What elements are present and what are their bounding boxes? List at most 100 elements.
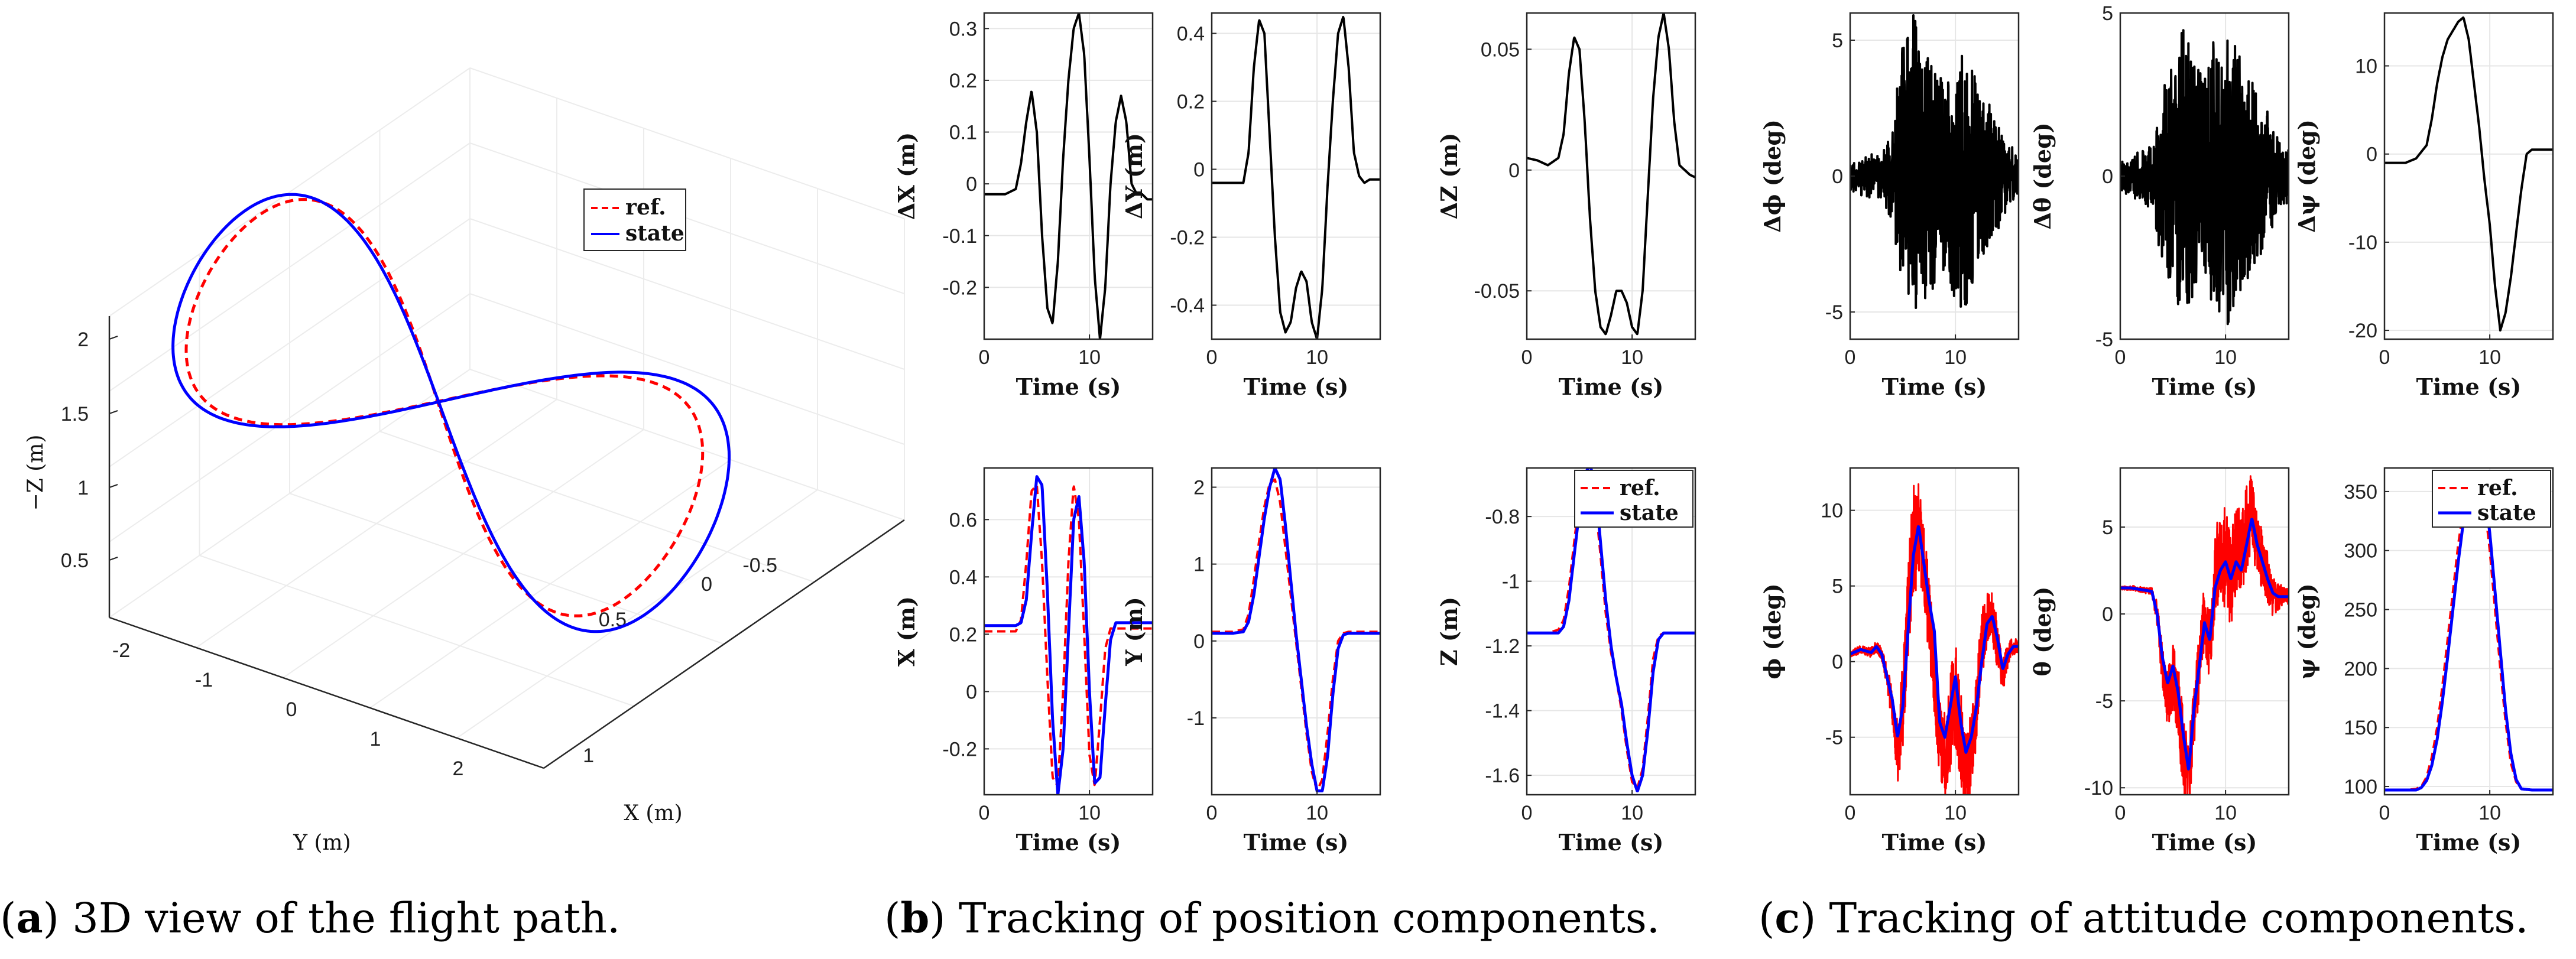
- y-axis-label: Δψ (deg): [2293, 119, 2320, 233]
- floor-grid-line: [199, 555, 634, 707]
- series-group: [1212, 15, 1380, 339]
- axes-box: [2383, 12, 2554, 340]
- tick-label-y: -1: [1502, 571, 1520, 593]
- series-group: [1527, 468, 1695, 792]
- y-axis-label: Y (m): [293, 831, 351, 855]
- tick-label-x: 0: [701, 573, 712, 596]
- tick-label-y: -0.8: [1485, 506, 1520, 528]
- tick-label-y: -20: [2348, 320, 2377, 342]
- series-line-error: [2120, 29, 2289, 326]
- tick-label-x: 10: [1621, 802, 1643, 824]
- caption-b: (b) Tracking of position components.: [884, 893, 1660, 942]
- axes-dPsi: 0 10 -20 -10 0 10 Time (s) Δψ (deg): [2293, 12, 2554, 400]
- tick-label-y: 0: [286, 698, 297, 721]
- x-axis-label: Time (s): [1244, 829, 1349, 856]
- caption-b-label: b: [900, 893, 930, 942]
- tick-label-y: 0: [2102, 165, 2113, 188]
- tick-label-y: 0.1: [949, 122, 977, 144]
- tick-label-y: -0.05: [1474, 280, 1520, 303]
- axes-box: [983, 467, 1154, 796]
- wall-grid-line: [109, 142, 471, 392]
- wall-grid-line: [109, 218, 471, 467]
- tick-label-x: 1: [583, 745, 594, 767]
- axes-box: [1849, 467, 2020, 796]
- tick-label-y: -5: [2095, 329, 2113, 351]
- caption-c: (c) Tracking of attitude components.: [1759, 893, 2529, 942]
- series-group: [1212, 468, 1380, 792]
- x-axis-label: Time (s): [2152, 373, 2257, 400]
- tick-label-y: 0.3: [949, 18, 977, 40]
- tick-label-x: 10: [1621, 346, 1643, 369]
- axes-dX: 0 10 -0.2 -0.1 0 0.1 0.2 0.3 Time (s) ΔX (m): [893, 12, 1154, 400]
- x-axis-label: Time (s): [2416, 829, 2522, 856]
- x-axis-label: Time (s): [1882, 829, 1987, 856]
- tick-label-x: -0.5: [742, 554, 777, 577]
- tick-label-y: -0.2: [942, 277, 977, 299]
- tick-label-x: 10: [2214, 346, 2237, 369]
- tick-label-y: -2: [112, 639, 130, 662]
- wall-grid-line: [469, 293, 905, 445]
- legend-label: state: [2477, 500, 2536, 525]
- tick-label-y: 0: [2102, 603, 2113, 626]
- tick-label-x: 10: [1078, 346, 1101, 369]
- y-axis-label: ΔX (m): [893, 132, 920, 220]
- tick-label-y: -5: [1825, 301, 1843, 324]
- y-axis-label: ψ (deg): [2293, 583, 2320, 679]
- tick-label-y: 0: [1508, 160, 1520, 182]
- x-axis-label: Time (s): [1244, 373, 1349, 400]
- plot-area: [1527, 13, 1695, 339]
- series-group: [1850, 483, 2019, 795]
- series-group: [984, 475, 1153, 795]
- axes-box: [1526, 467, 1696, 796]
- tick-label-y: -1: [1187, 707, 1205, 730]
- series-line-ref: [984, 484, 1153, 788]
- series-group: [1527, 13, 1695, 336]
- tick-label-y: 5: [1832, 576, 1843, 598]
- axes-box: [2383, 467, 2554, 796]
- tick-label-x: 0: [2379, 346, 2390, 369]
- y-axis-line: [109, 616, 544, 769]
- tick-label-x: 0: [979, 802, 990, 824]
- tick-label-y: -5: [2095, 690, 2113, 713]
- series-group: [2384, 16, 2553, 332]
- y-axis-label: θ (deg): [2029, 587, 2056, 677]
- tick-label-y: 0: [1193, 630, 1205, 653]
- tick-label-y: 2: [1193, 477, 1205, 499]
- series-line-state: [1850, 525, 2019, 754]
- caption-a-label: a: [16, 893, 43, 942]
- tick-label-y: 0: [966, 681, 977, 703]
- axes-dY: 0 10 -0.4 -0.2 0 0.2 0.4 Time (s) ΔY (m): [1121, 12, 1381, 400]
- x-axis-line: [543, 519, 905, 769]
- caption-c-label: c: [1774, 893, 1800, 942]
- series-line-state: [984, 475, 1153, 795]
- tick-label-y: -1.4: [1485, 700, 1520, 723]
- tick-label-y: -1.2: [1485, 635, 1520, 658]
- tick-label-y: 5: [1832, 30, 1843, 52]
- tick-label-y: 1: [1193, 554, 1205, 576]
- tick-label-y: 300: [2344, 540, 2377, 563]
- legend-box: [1574, 470, 1693, 528]
- tick-mark-z: [109, 484, 118, 488]
- tick-label-y: 0: [1193, 159, 1205, 181]
- tick-label-y: -1.6: [1485, 765, 1520, 787]
- x-axis-label: X (m): [624, 801, 682, 825]
- tick-label-x: 0: [1845, 346, 1856, 369]
- legend-label: state: [1620, 500, 1679, 525]
- wall-grid-line: [109, 293, 471, 542]
- legend-label: state: [625, 221, 684, 246]
- tick-label-x: 10: [2214, 802, 2237, 824]
- tick-label-y: 10: [2355, 56, 2377, 78]
- tick-label-z: 1: [77, 477, 89, 499]
- tick-mark-z: [109, 410, 118, 414]
- tick-label-x: 0: [1521, 346, 1533, 369]
- tick-label-y: -0.2: [942, 738, 977, 760]
- series-group: [2120, 475, 2289, 795]
- tick-label-z: 0.5: [61, 550, 89, 572]
- tick-label-y: 0.2: [949, 623, 977, 646]
- series-line-state: [1527, 468, 1695, 792]
- tick-label-x: 0: [979, 346, 990, 369]
